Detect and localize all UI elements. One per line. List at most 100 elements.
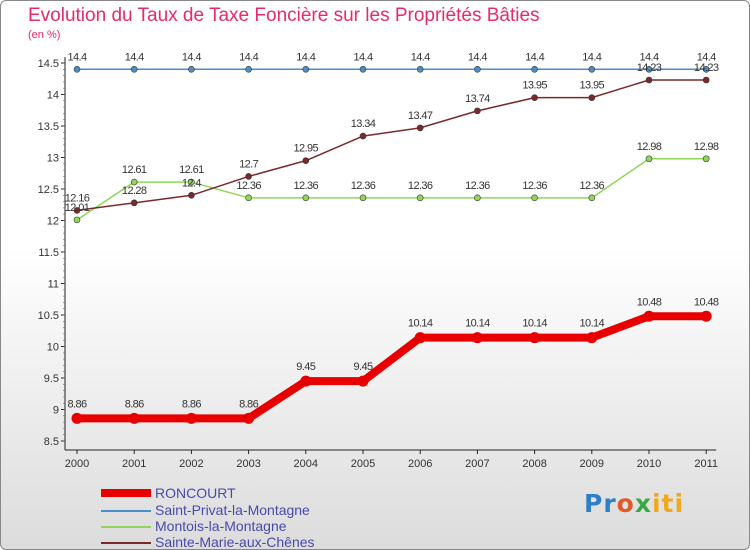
data-label: 14.4 <box>125 51 144 63</box>
x-tick-label: 2001 <box>122 458 146 470</box>
chart-title: Evolution du Taux de Taxe Foncière sur l… <box>28 5 540 26</box>
legend-item-roncourt: RONCOURT <box>101 485 361 502</box>
proxiti-logo: Proxiti <box>584 489 685 518</box>
data-label: 13.47 <box>408 110 433 122</box>
data-label: 12.36 <box>351 180 376 192</box>
series-line-0 <box>77 312 707 423</box>
legend-swatch <box>101 489 151 497</box>
data-label: 12.01 <box>65 202 90 214</box>
data-label: 8.86 <box>182 398 201 410</box>
data-point <box>302 194 310 202</box>
series-line-2 <box>76 158 707 221</box>
y-tick-label: 10.5 <box>38 310 59 322</box>
data-point <box>645 155 653 163</box>
data-point <box>359 66 367 73</box>
y-tick-label: 13 <box>47 153 59 165</box>
data-label: 14.4 <box>639 51 658 63</box>
data-point <box>302 157 310 164</box>
y-tick-label: 12 <box>47 216 59 228</box>
data-point <box>128 412 140 424</box>
legend-label: Montois-la-Montagne <box>155 518 287 534</box>
data-point <box>71 412 83 424</box>
x-tick-label: 2008 <box>522 458 546 470</box>
data-point <box>474 107 481 115</box>
y-tick-label: 12.5 <box>38 184 59 196</box>
data-point <box>130 178 138 186</box>
data-point <box>185 412 197 424</box>
data-point <box>531 94 538 101</box>
data-point <box>531 194 538 202</box>
legend-item-montois: Montois-la-Montagne <box>101 518 361 535</box>
data-point <box>357 375 369 387</box>
data-label: 10.14 <box>580 318 605 330</box>
x-tick-label: 2009 <box>580 458 604 470</box>
data-label: 12.7 <box>239 158 258 170</box>
legend-label: Saint-Privat-la-Montagne <box>155 502 310 518</box>
data-label: 14.4 <box>353 51 372 63</box>
series-line-3 <box>76 79 707 212</box>
data-label: 10.14 <box>522 318 547 330</box>
data-point <box>645 76 653 84</box>
data-point <box>700 310 712 322</box>
data-label: 14.4 <box>296 51 315 63</box>
y-tick-label: 14 <box>47 90 59 102</box>
data-point <box>588 194 596 202</box>
data-label: 12.61 <box>122 164 147 176</box>
data-label: 12.36 <box>465 180 490 192</box>
x-tick-label: 2010 <box>637 458 661 470</box>
data-point <box>416 194 424 202</box>
data-point <box>130 199 138 207</box>
data-label: 8.86 <box>125 398 144 410</box>
data-point <box>588 66 596 73</box>
data-point <box>586 332 598 344</box>
data-label: 14.4 <box>697 51 716 63</box>
data-label: 12.16 <box>65 192 90 204</box>
data-point <box>416 66 424 73</box>
data-label: 13.95 <box>580 80 605 92</box>
data-point <box>73 66 81 73</box>
data-label: 12.36 <box>408 180 433 192</box>
legend-label: RONCOURT <box>155 485 236 501</box>
data-point <box>643 310 655 322</box>
data-label: 14.23 <box>694 62 719 74</box>
data-label: 9.45 <box>353 361 372 373</box>
data-point <box>474 194 481 202</box>
y-axis-unit-label: (en %) <box>28 29 61 41</box>
x-tick-label: 2005 <box>351 458 375 470</box>
data-label: 12.36 <box>580 180 605 192</box>
data-label: 14.4 <box>582 51 601 63</box>
data-label: 13.95 <box>522 80 547 92</box>
data-point <box>474 66 481 73</box>
legend-swatch <box>101 510 151 512</box>
data-point <box>471 332 483 344</box>
data-point <box>245 173 252 180</box>
legend-item-saint-privat: Saint-Privat-la-Montagne <box>101 502 361 519</box>
data-label: 12.36 <box>522 180 547 192</box>
y-tick-label: 14.5 <box>38 58 59 70</box>
data-label: 14.4 <box>182 51 201 63</box>
data-label: 12.95 <box>294 143 319 155</box>
x-tick-label: 2004 <box>294 458 318 470</box>
data-label: 12.4 <box>182 177 201 189</box>
data-label: 13.74 <box>465 93 490 105</box>
y-tick-label: 13.5 <box>38 121 59 133</box>
data-label: 14.4 <box>411 51 430 63</box>
y-tick-label: 9 <box>53 405 59 417</box>
legend-label: Sainte-Marie-aux-Chênes <box>155 534 315 550</box>
y-tick-label: 8.5 <box>44 436 59 448</box>
data-label: 14.4 <box>67 51 86 63</box>
data-point <box>243 412 255 424</box>
data-point <box>188 178 195 186</box>
data-label: 14.4 <box>525 51 544 63</box>
data-label: 12.61 <box>179 164 204 176</box>
data-point <box>245 194 252 202</box>
data-label: 14.23 <box>637 62 662 74</box>
data-label: 10.14 <box>408 318 433 330</box>
x-tick-label: 2002 <box>179 458 203 470</box>
legend-item-sainte-marie: Sainte-Marie-aux-Chênes <box>101 534 361 550</box>
data-label: 12.36 <box>236 180 261 192</box>
data-label: 10.14 <box>465 318 490 330</box>
x-tick-label: 2007 <box>465 458 489 470</box>
